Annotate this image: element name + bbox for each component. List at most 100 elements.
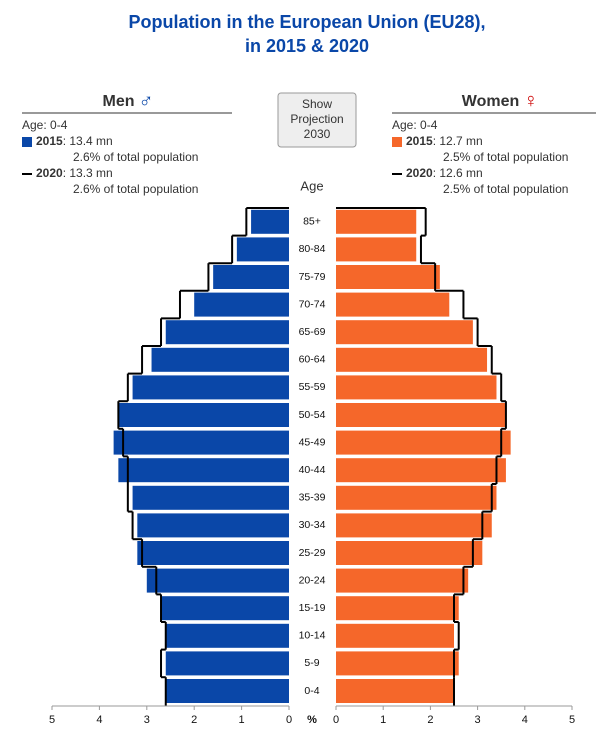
side-header: Men ♂ [103,90,154,112]
x-axis-label: % [307,714,317,726]
legend-share: 2.6% of total population [73,182,198,196]
legend-share: 2.5% of total population [443,182,568,196]
age-label: 5-9 [304,657,319,669]
button-label[interactable]: Projection [290,112,343,126]
bar [118,458,289,483]
x-tick-label: 0 [286,714,292,726]
legend-swatch [22,137,32,147]
legend-year: 2015 [36,134,63,148]
info-age: Age: 0-4 [392,118,438,132]
bar [336,403,506,427]
bar [251,209,289,234]
legend-amount: : 13.3 mn [63,166,113,180]
bar [336,320,473,345]
bar [336,458,506,483]
bar [336,209,417,234]
legend-year: 2020 [36,166,63,180]
legend-entry: 2020: 13.3 mn [36,166,113,180]
bar [336,375,497,400]
x-tick-label: 3 [475,714,481,726]
age-label: 25-29 [299,547,326,559]
age-label: 30-34 [299,519,326,531]
age-label: 50-54 [299,409,326,421]
x-tick-label: 1 [239,714,245,726]
bar [118,403,289,427]
bar [336,679,454,703]
bar [336,292,450,317]
bar [336,568,469,593]
x-tick-label: 4 [522,714,528,726]
bar [336,651,459,676]
x-tick-label: 2 [191,714,197,726]
bar [165,320,289,345]
side-symbol: ♂ [139,90,154,112]
bar [146,568,289,593]
side-header: Women ♀ [462,90,538,112]
side-symbol: ♀ [523,90,538,112]
bar [151,347,289,372]
age-label: 55-59 [299,381,326,393]
bar [336,513,492,538]
bar [336,430,511,455]
x-tick-label: 4 [96,714,102,726]
side-name: Men [103,93,135,110]
legend-year: 2020 [406,166,433,180]
x-tick-label: 3 [144,714,150,726]
bar [336,623,454,648]
age-label: 85+ [303,216,321,228]
legend-entry: 2020: 12.6 mn [406,166,483,180]
legend-swatch [392,137,402,147]
x-tick-label: 5 [569,714,575,726]
x-tick-label: 5 [49,714,55,726]
age-label: 35-39 [299,492,326,504]
age-label: 0-4 [304,685,319,697]
bar [213,265,289,289]
bar [336,265,440,289]
legend-entry: 2015: 12.7 mn [406,134,483,148]
bar [236,237,289,262]
bar [137,541,289,565]
legend-amount: : 12.7 mn [433,134,483,148]
bar [161,596,289,621]
bar [165,651,289,676]
button-label[interactable]: 2030 [304,127,331,141]
chart-title: Population in the European Union (EU28), [128,12,485,32]
age-label: 15-19 [299,602,326,614]
bar [336,347,488,372]
bar [113,430,290,455]
projection-button[interactable]: Show Projection 2030 [277,92,357,148]
age-label: 40-44 [299,464,326,476]
age-label: 75-79 [299,271,326,283]
age-label: 10-14 [299,630,326,642]
age-label: 60-64 [299,354,326,366]
bar [336,596,459,621]
bar [137,513,289,538]
age-label: 20-24 [299,574,326,586]
bar [336,541,483,565]
x-tick-label: 2 [427,714,433,726]
bar [336,237,417,262]
button-box[interactable] [277,92,357,148]
side-name: Women [462,93,519,110]
age-label: 80-84 [299,243,326,255]
x-tick-label: 1 [380,714,386,726]
age-label: 65-69 [299,326,326,338]
age-label: 45-49 [299,436,326,448]
legend-amount: : 13.4 mn [63,134,113,148]
bar [194,292,289,317]
bar [165,679,289,703]
legend-entry: 2015: 13.4 mn [36,134,113,148]
bar [132,485,289,510]
age-label: 70-74 [299,298,326,310]
legend-amount: : 12.6 mn [433,166,483,180]
legend-share: 2.6% of total population [73,150,198,164]
button-label[interactable]: Show [302,97,332,111]
legend-share: 2.5% of total population [443,150,568,164]
chart-title: in 2015 & 2020 [245,36,369,56]
bar [132,375,289,400]
legend-year: 2015 [406,134,433,148]
bar [165,623,289,648]
bar [336,485,497,510]
age-axis-label: Age [300,178,323,193]
